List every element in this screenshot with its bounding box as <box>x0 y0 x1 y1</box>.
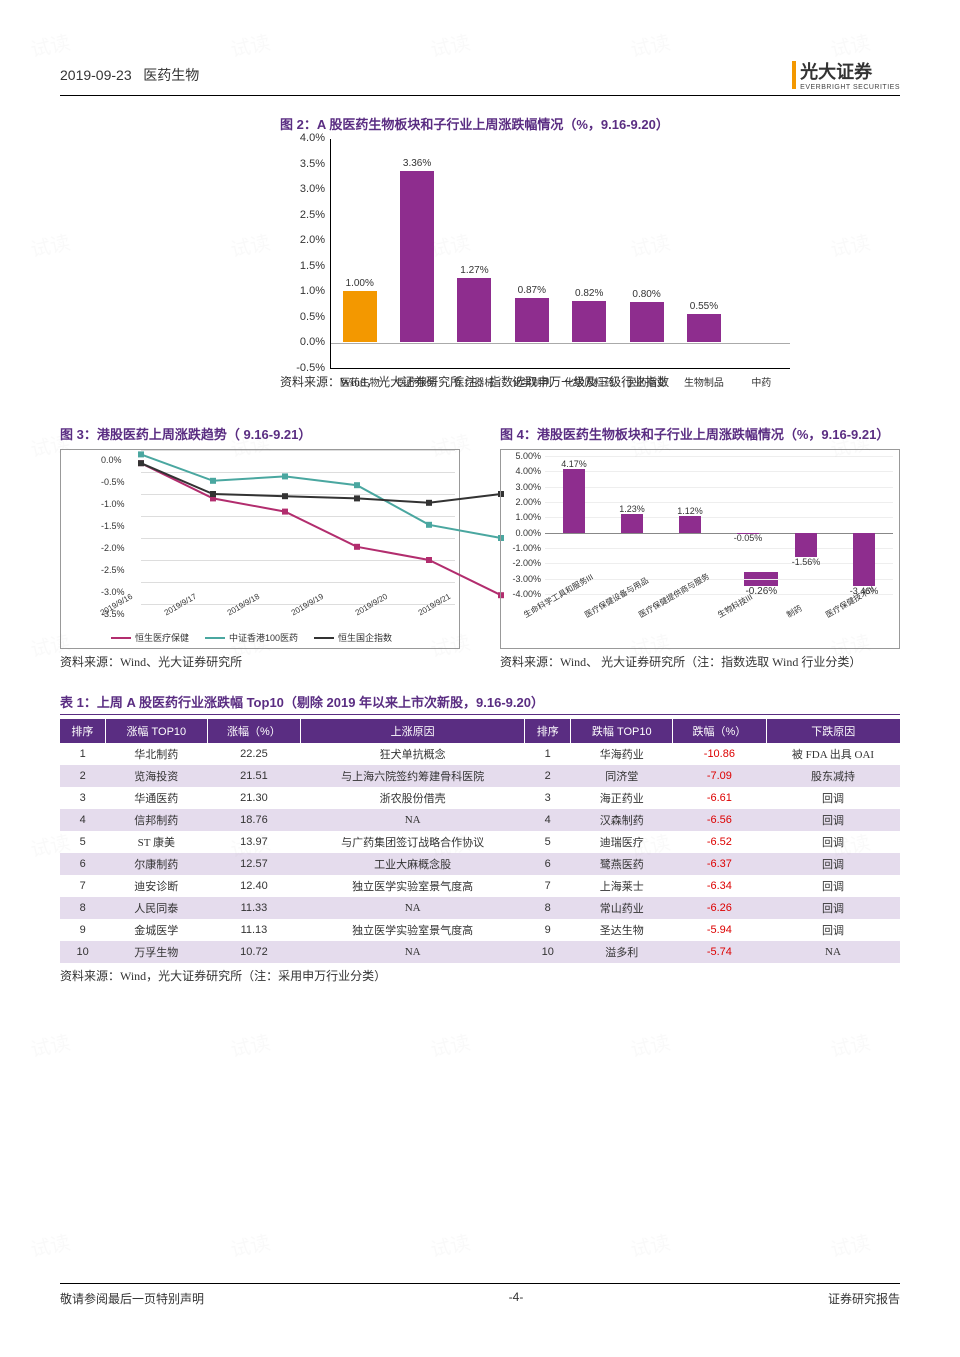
brand-main: 光大证券 <box>800 58 900 84</box>
table-row: 3华通医药21.30浙农股份借壳3海正药业-6.61回调 <box>60 787 900 809</box>
footer-left: 敬请参阅最后一页特别声明 <box>60 1290 204 1307</box>
table-row: 5ST 康美13.97与广药集团签订战略合作协议5迪瑞医疗-6.52回调 <box>60 831 900 853</box>
chart3-plot: 0.0%-0.5%-1.0%-1.5%-2.0%-2.5%-3.0%-3.5% … <box>60 449 460 649</box>
table-row: 2览海投资21.51与上海六院签约筹建骨科医院2同济堂-7.09股东减持 <box>60 765 900 787</box>
page-header: 2019-09-23 医药生物 光大证券 EVERBRIGHT SECURITI… <box>60 58 900 96</box>
logo-bar-icon <box>792 61 796 89</box>
header-sector: 医药生物 <box>143 67 199 83</box>
page-footer: 敬请参阅最后一页特别声明 -4- 证券研究报告 <box>60 1283 900 1307</box>
chart2-plot: 4.0%3.5%3.0%2.5%2.0%1.5%1.0%0.5%0.0%-0.5… <box>330 139 790 369</box>
table-row: 8人民同泰11.33NA8常山药业-6.26回调 <box>60 897 900 919</box>
chart2-title: 图 2：A 股医药生物板块和子行业上周涨跌幅情况（%，9.16-9.20） <box>280 114 790 133</box>
table1: 排序涨幅 TOP10涨幅（%）上涨原因排序跌幅 TOP10跌幅（%）下跌原因 1… <box>60 719 900 963</box>
chart3-title: 图 3：港股医药上周涨跌趋势（ 9.16-9.21） <box>60 424 460 443</box>
table-row: 10万孚生物10.72NA10溢多利-5.74NA <box>60 941 900 963</box>
footer-center: -4- <box>509 1290 524 1307</box>
brand-logo: 光大证券 EVERBRIGHT SECURITIES <box>792 58 900 91</box>
table1-source: 资料来源：Wind，光大证券研究所（注：采用申万行业分类） <box>60 967 900 984</box>
chart4-title: 图 4：港股医药生物板块和子行业上周涨跌幅情况（%，9.16-9.21） <box>500 424 900 443</box>
header-date: 2019-09-23 <box>60 67 132 83</box>
table-row: 1华北制药22.25狂犬单抗概念1华海药业-10.86被 FDA 出具 OAI <box>60 743 900 765</box>
chart4-source: 资料来源：Wind、 光大证券研究所（注：指数选取 Wind 行业分类） <box>500 653 900 670</box>
chart4-plot: 5.00%4.00%3.00%2.00%1.00%0.00%-1.00%-2.0… <box>500 449 900 649</box>
table-row: 9金城医学11.13独立医学实验室景气度高9圣达生物-5.94回调 <box>60 919 900 941</box>
footer-right: 证券研究报告 <box>828 1290 900 1307</box>
table-row: 6尔康制药12.57工业大麻概念股6鹭燕医药-6.37回调 <box>60 853 900 875</box>
table1-header-row: 排序涨幅 TOP10涨幅（%）上涨原因排序跌幅 TOP10跌幅（%）下跌原因 <box>60 719 900 743</box>
table-row: 4信邦制药18.76NA4汉森制药-6.56回调 <box>60 809 900 831</box>
table1-title: 表 1：上周 A 股医药行业涨跌幅 Top10（剔除 2019 年以来上市次新股… <box>60 692 900 715</box>
table-row: 7迪安诊断12.40独立医学实验室景气度高7上海莱士-6.34回调 <box>60 875 900 897</box>
chart3-source: 资料来源：Wind、光大证券研究所 <box>60 653 460 670</box>
brand-sub: EVERBRIGHT SECURITIES <box>800 84 900 91</box>
